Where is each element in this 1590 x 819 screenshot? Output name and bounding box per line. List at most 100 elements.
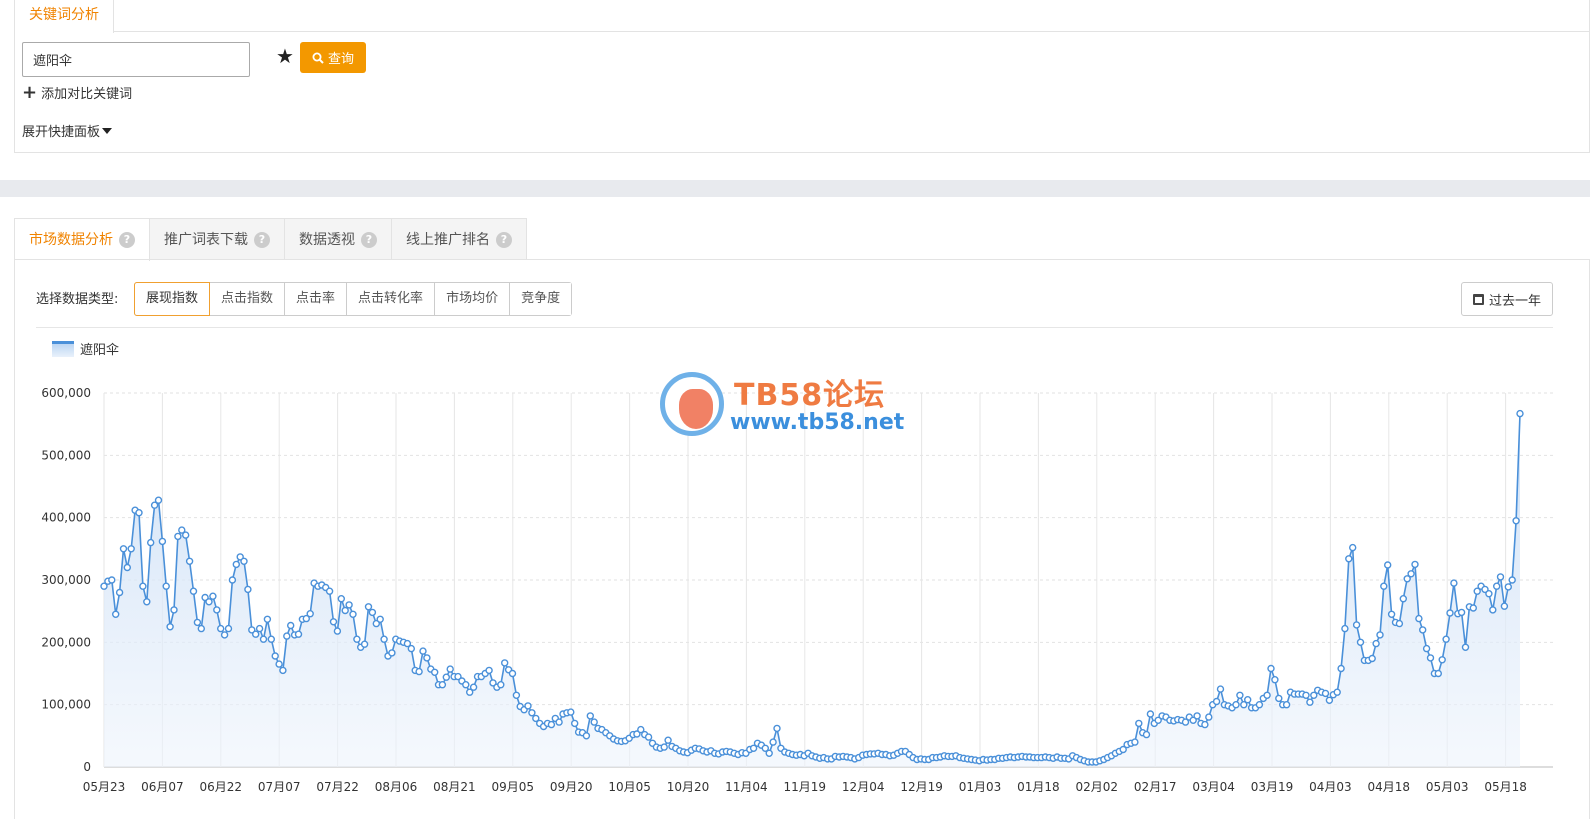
data-point[interactable] — [1154, 716, 1162, 724]
data-point[interactable] — [154, 496, 163, 504]
data-point[interactable] — [1368, 654, 1376, 663]
data-point[interactable] — [590, 718, 598, 726]
data-point[interactable] — [1434, 669, 1443, 678]
data-point[interactable] — [287, 621, 295, 630]
data-point[interactable] — [1345, 555, 1353, 563]
data-point[interactable] — [353, 635, 361, 643]
data-point[interactable] — [337, 595, 345, 603]
data-point[interactable] — [108, 576, 116, 584]
data-point[interactable] — [1321, 689, 1330, 698]
data-point[interactable] — [220, 631, 229, 639]
data-point[interactable] — [1119, 745, 1127, 754]
data-point[interactable] — [368, 608, 377, 617]
tab-market-data-analysis[interactable]: 市场数据分析? — [14, 218, 150, 261]
data-point[interactable] — [1216, 685, 1225, 693]
data-point[interactable] — [1341, 624, 1349, 633]
data-point[interactable] — [209, 592, 217, 600]
data-point[interactable] — [431, 668, 439, 676]
data-point[interactable] — [407, 644, 415, 653]
help-icon[interactable]: ? — [496, 231, 512, 248]
data-point[interactable] — [255, 624, 264, 633]
tab-promo-word-download[interactable]: 推广词表下载? — [149, 218, 285, 260]
data-point[interactable] — [446, 665, 454, 673]
data-point[interactable] — [1271, 676, 1279, 684]
data-point[interactable] — [749, 744, 758, 752]
data-point[interactable] — [1348, 543, 1357, 552]
data-point[interactable] — [166, 623, 174, 631]
data-point[interactable] — [1496, 573, 1505, 581]
data-point[interactable] — [501, 659, 509, 667]
data-point[interactable] — [1142, 730, 1151, 739]
data-point[interactable] — [251, 630, 260, 638]
data-point[interactable] — [1212, 697, 1221, 706]
data-point[interactable] — [1131, 738, 1139, 746]
data-type-competition[interactable]: 竞争度 — [510, 283, 572, 315]
data-point[interactable] — [146, 538, 155, 547]
data-point[interactable] — [216, 624, 225, 633]
data-point[interactable] — [325, 587, 334, 595]
data-point[interactable] — [1236, 691, 1244, 699]
data-point[interactable] — [119, 545, 128, 553]
data-point[interactable] — [1352, 621, 1361, 629]
data-point[interactable] — [193, 618, 202, 627]
data-point[interactable] — [1201, 720, 1209, 729]
data-point[interactable] — [1512, 517, 1520, 525]
data-point[interactable] — [162, 582, 170, 590]
data-point[interactable] — [1372, 639, 1380, 648]
tab-online-promo-rank[interactable]: 线上推广排名? — [391, 218, 527, 260]
data-point[interactable] — [1181, 718, 1190, 726]
data-point[interactable] — [423, 654, 431, 662]
data-type-ctr[interactable]: 点击率 — [285, 283, 348, 315]
data-point[interactable] — [1395, 619, 1404, 628]
data-point[interactable] — [419, 647, 427, 655]
data-point[interactable] — [462, 681, 470, 689]
data-point[interactable] — [1422, 644, 1431, 653]
star-icon[interactable]: ★ — [276, 44, 294, 68]
data-point[interactable] — [1232, 701, 1240, 709]
data-point[interactable] — [1407, 570, 1415, 578]
data-point[interactable] — [205, 598, 213, 606]
data-point[interactable] — [139, 582, 147, 590]
data-point[interactable] — [1376, 631, 1384, 639]
data-point[interactable] — [637, 725, 645, 734]
add-compare-keyword-link[interactable]: + 添加对比关键词 — [22, 83, 132, 102]
expand-quick-panel-toggle[interactable]: 展开快捷面板 — [22, 121, 113, 140]
data-point[interactable] — [333, 627, 342, 635]
data-point[interactable] — [761, 744, 769, 752]
data-point[interactable] — [1442, 635, 1450, 643]
data-point[interactable] — [485, 666, 493, 675]
data-point[interactable] — [1387, 610, 1396, 618]
data-type-impressions[interactable]: 展现指数 — [134, 282, 211, 316]
data-point[interactable] — [1255, 701, 1264, 709]
data-point[interactable] — [232, 560, 241, 569]
data-point[interactable] — [1325, 696, 1334, 704]
data-point[interactable] — [466, 688, 474, 696]
data-point[interactable] — [1485, 590, 1493, 598]
data-point[interactable] — [1356, 638, 1365, 646]
data-point[interactable] — [769, 738, 777, 746]
data-point[interactable] — [189, 587, 198, 595]
data-point[interactable] — [1489, 606, 1497, 614]
data-point[interactable] — [236, 553, 244, 561]
data-point[interactable] — [1403, 575, 1411, 583]
data-point[interactable] — [213, 606, 221, 614]
data-point[interactable] — [664, 736, 672, 744]
data-point[interactable] — [1337, 664, 1345, 673]
data-point[interactable] — [1438, 656, 1446, 664]
data-point[interactable] — [302, 614, 310, 623]
data-point[interactable] — [283, 632, 291, 640]
data-point[interactable] — [240, 557, 248, 565]
data-point[interactable] — [1399, 595, 1408, 603]
data-point[interactable] — [644, 733, 653, 741]
help-icon[interactable]: ? — [361, 231, 377, 248]
data-point[interactable] — [567, 708, 575, 716]
data-point[interactable] — [633, 730, 641, 738]
data-point[interactable] — [1263, 691, 1271, 699]
data-point[interactable] — [1446, 609, 1454, 617]
data-point[interactable] — [773, 724, 781, 733]
data-point[interactable] — [1243, 696, 1252, 704]
data-point[interactable] — [158, 537, 167, 546]
data-point[interactable] — [1426, 654, 1435, 662]
data-point[interactable] — [115, 588, 124, 597]
data-point[interactable] — [1418, 626, 1427, 634]
